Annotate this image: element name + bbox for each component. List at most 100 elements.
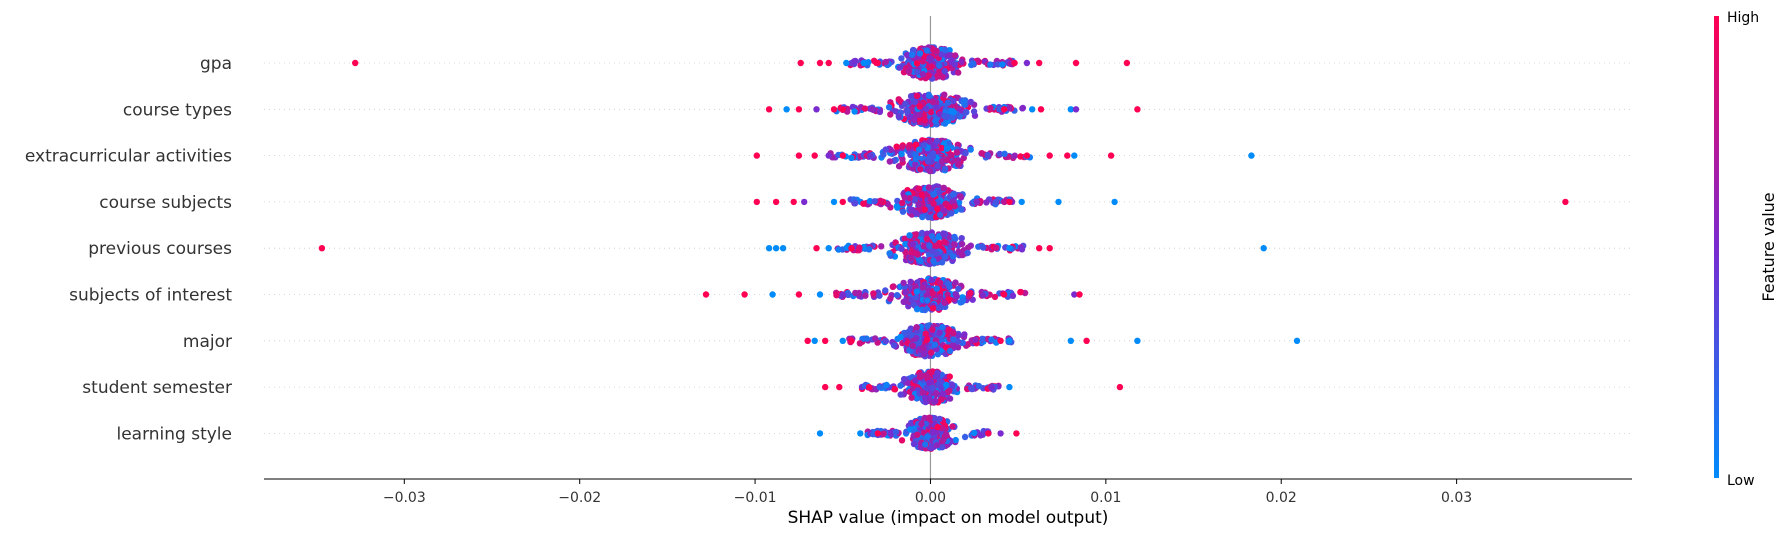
shap-point [933, 389, 940, 397]
shap-point [955, 69, 962, 76]
shap-point [852, 289, 859, 297]
shap-point [880, 151, 887, 158]
shap-point [905, 68, 913, 75]
shap-point [896, 64, 903, 71]
shap-point [848, 154, 855, 161]
shap-point [996, 150, 1003, 158]
shap-point [914, 68, 921, 76]
shap-point [933, 285, 940, 292]
shap-point [959, 297, 966, 304]
shap-point [929, 384, 936, 391]
shap-point [924, 297, 931, 304]
shap-point [912, 250, 920, 257]
shap-point [916, 50, 924, 57]
shap-outlier-point [1013, 430, 1020, 437]
shap-outlier-point [1293, 337, 1301, 344]
shap-point [921, 117, 928, 124]
shap-point [919, 284, 926, 291]
shap-point [912, 155, 919, 163]
shap-point [926, 167, 934, 175]
shap-point [942, 200, 950, 207]
shap-point [921, 206, 928, 213]
shap-point [894, 204, 901, 211]
shap-point [946, 373, 953, 380]
shap-point [921, 306, 929, 314]
shap-point [942, 253, 949, 260]
shap-outlier-point [804, 337, 811, 344]
shap-outlier-point [811, 337, 818, 344]
shap-point [930, 191, 937, 198]
shap-outlier-point [839, 106, 846, 113]
shap-point [939, 444, 946, 451]
shap-point [945, 326, 953, 333]
shap-point [920, 243, 927, 250]
shap-outlier-point [843, 59, 850, 67]
shap-point [1001, 198, 1008, 206]
shap-outlier-point [1023, 59, 1031, 67]
shap-point [835, 246, 842, 253]
shap-point [923, 372, 930, 379]
shap-point [935, 304, 942, 311]
shap-point [962, 150, 969, 157]
shap-point [917, 371, 924, 379]
shap-point [921, 414, 928, 422]
shap-point [932, 117, 939, 125]
shap-point [876, 292, 883, 299]
shap-outlier-point [997, 430, 1004, 437]
shap-point [952, 436, 959, 444]
shap-point [929, 305, 937, 312]
shap-point [919, 213, 926, 221]
shap-point [1017, 288, 1024, 296]
shap-point [908, 394, 915, 401]
shap-point [898, 437, 906, 444]
shap-point [1001, 150, 1008, 157]
shap-point [913, 60, 921, 67]
shap-point [926, 138, 933, 145]
shap-point [929, 98, 937, 106]
shap-outlier-point [830, 198, 838, 206]
shap-point [967, 98, 974, 106]
shap-point [938, 144, 945, 152]
shap-point [930, 200, 937, 207]
shap-point [843, 244, 850, 251]
shap-point [942, 431, 950, 438]
shap-point [860, 200, 867, 207]
shap-outlier-point [765, 245, 773, 252]
shap-point [845, 291, 852, 298]
shap-outlier-point [825, 152, 832, 159]
shap-point [940, 184, 947, 192]
shap-point [929, 289, 937, 297]
shap-point [944, 99, 952, 106]
shap-point [924, 287, 931, 294]
shap-point [930, 257, 937, 264]
shap-point [889, 283, 896, 290]
colorbar-title: Feature value [1759, 192, 1778, 301]
feature-label: previous courses [88, 239, 232, 259]
shap-point [957, 193, 964, 200]
shap-point [934, 162, 941, 170]
shap-point [912, 377, 919, 384]
shap-point [934, 205, 941, 213]
shap-outlier-point [811, 152, 818, 159]
shap-point [924, 433, 931, 440]
shap-point [941, 67, 948, 75]
shap-outlier-point [874, 59, 881, 67]
shap-point [876, 383, 883, 391]
shap-point [904, 107, 911, 114]
shap-point [900, 375, 908, 383]
shap-point [908, 206, 915, 214]
shap-outlier-point [816, 59, 824, 67]
shap-point [929, 429, 937, 436]
shap-point [913, 210, 920, 217]
shap-point [909, 51, 916, 58]
shap-point [933, 47, 940, 55]
shap-point [861, 105, 869, 112]
shap-point [913, 288, 920, 295]
shap-point [951, 241, 958, 248]
shap-outlier-point [1260, 245, 1267, 252]
shap-point [870, 106, 877, 114]
shap-point [926, 379, 933, 387]
shap-point [933, 442, 941, 449]
shap-point [983, 199, 990, 206]
shap-point [917, 257, 924, 265]
